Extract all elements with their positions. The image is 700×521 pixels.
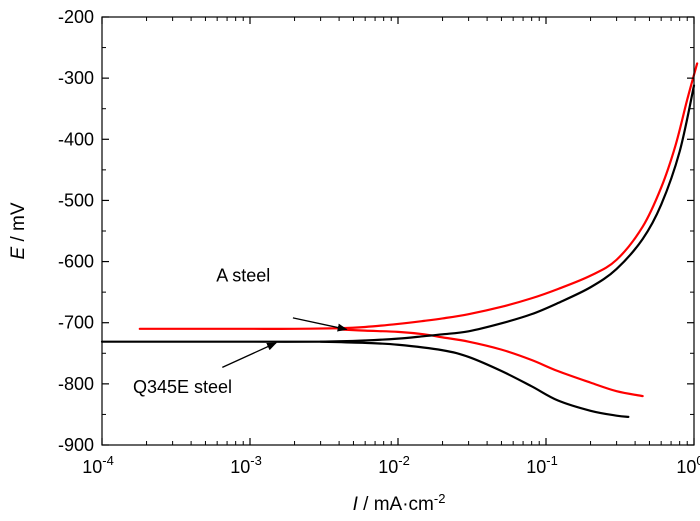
x-tick-label: 10-3 — [230, 453, 262, 477]
annotation-arrow-q345e-steel — [222, 342, 277, 368]
y-axis-title-italic: E — [8, 247, 29, 260]
x-tick-exponent: -2 — [398, 453, 410, 468]
y-axis-title: E / mV — [8, 202, 29, 259]
series-line-q345e-steel-cathodic — [319, 340, 630, 418]
x-tick-label: 100 — [676, 453, 700, 477]
y-tick-label: -500 — [58, 190, 94, 210]
y-tick-label: -900 — [58, 435, 94, 455]
series-line-a-steel-cathodic — [338, 328, 644, 398]
x-tick-exponent: 0 — [696, 453, 700, 468]
x-tick-exponent: -3 — [250, 453, 262, 468]
y-tick-label: -200 — [58, 7, 94, 27]
annotation-label-q345e-steel: Q345E steel — [133, 377, 232, 397]
x-tick-base: 10 — [230, 457, 250, 477]
x-axis-title-rest: / mA·cm — [358, 494, 434, 515]
annotation-arrow-a-steel — [292, 317, 348, 332]
x-tick-base: 10 — [378, 457, 398, 477]
x-tick-base: 10 — [526, 457, 546, 477]
x-tick-exponent: -1 — [546, 453, 558, 468]
y-axis-title-rest: / mV — [8, 202, 29, 247]
series-line-a-steel — [138, 62, 699, 330]
x-tick-label: 10-2 — [378, 453, 410, 477]
x-tick-base: 10 — [676, 457, 696, 477]
y-tick-label: -600 — [58, 252, 94, 272]
x-tick-exponent: -4 — [102, 453, 114, 468]
x-axis-title: I / mA·cm-2 — [353, 491, 446, 515]
annotation-label-a-steel: A steel — [216, 266, 270, 286]
x-tick-label: 10-1 — [526, 453, 558, 477]
x-axis-title-exp: -2 — [434, 491, 446, 506]
x-tick-label: 10-4 — [82, 453, 114, 477]
y-tick-label: -700 — [58, 313, 94, 333]
y-tick-label: -800 — [58, 374, 94, 394]
y-tick-label: -300 — [58, 68, 94, 88]
y-tick-label: -400 — [58, 129, 94, 149]
x-axis-title-italic: I — [353, 494, 359, 515]
series-line-q345e-steel — [100, 84, 696, 343]
x-tick-base: 10 — [82, 457, 102, 477]
